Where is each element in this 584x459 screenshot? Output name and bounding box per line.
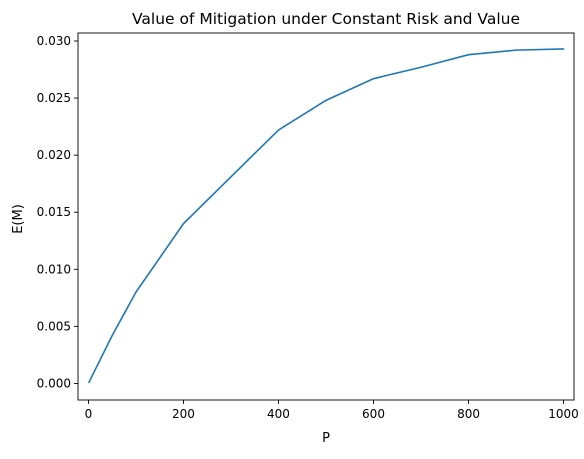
plot-frame [77, 32, 575, 401]
y-tick-label: 0.015 [37, 205, 71, 219]
y-axis: 0.000 0.005 0.010 0.015 0.020 0.025 0.030 [37, 34, 78, 390]
x-tick-label: 0 [85, 407, 93, 421]
y-tick-label: 0.005 [37, 319, 71, 333]
x-tick-label: 600 [362, 407, 385, 421]
series-line-0 [88, 48, 565, 384]
x-tick-label: 1000 [548, 407, 579, 421]
y-tick-label: 0.025 [37, 91, 71, 105]
y-tick-label: 0.020 [37, 148, 71, 162]
y-tick-label: 0.030 [37, 34, 71, 48]
plot-area [77, 32, 575, 401]
x-tick-label: 800 [457, 407, 480, 421]
y-tick-label: 0.010 [37, 262, 71, 276]
x-axis-label: P [322, 431, 330, 446]
x-tick-label: 400 [267, 407, 290, 421]
y-axis-label: E(M) [11, 204, 26, 234]
x-tick-label: 200 [172, 407, 195, 421]
y-tick-label: 0.000 [37, 376, 71, 390]
chart-title: Value of Mitigation under Constant Risk … [132, 10, 520, 28]
x-axis: 0 200 400 600 800 1000 [85, 400, 579, 421]
